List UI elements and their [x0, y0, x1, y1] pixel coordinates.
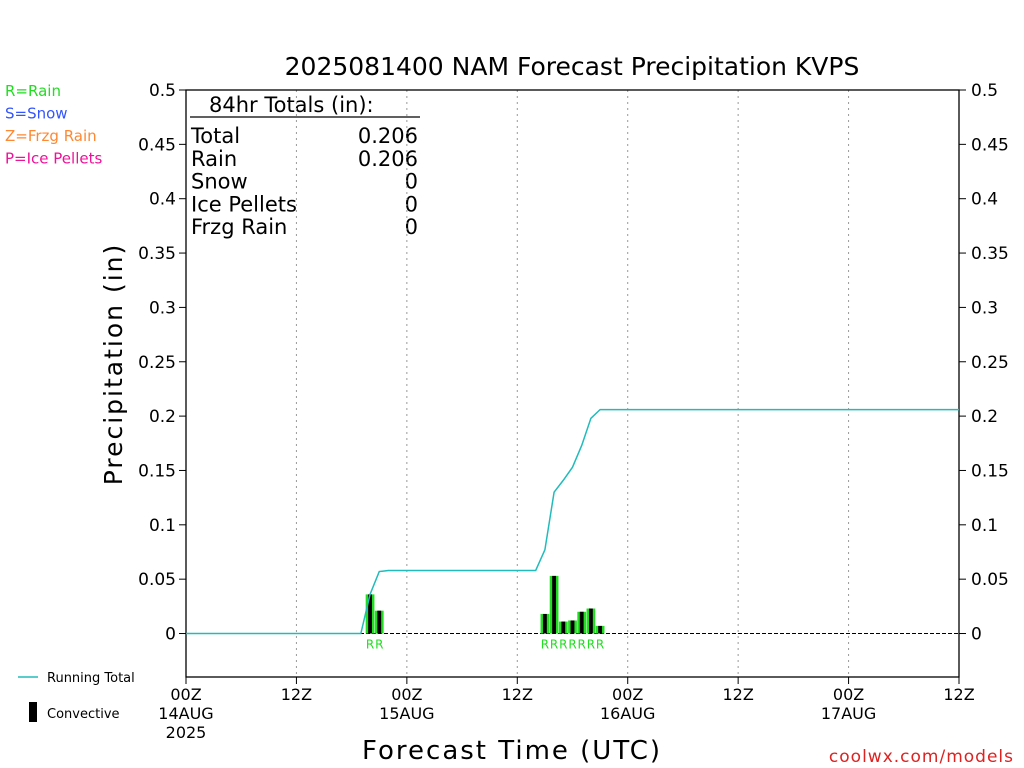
- precip-type-legend-item: Z=Frzg Rain: [5, 127, 97, 145]
- y-tick-label-left: 0.4: [149, 190, 176, 210]
- x-tick-label: 00Z: [391, 685, 422, 704]
- running-total-line: [186, 408, 959, 635]
- convective-bar: [579, 611, 584, 634]
- convective-bar: [598, 625, 603, 634]
- plot-area: 0 00.05 0.050.1 0.10.15 0.150.2 0.20.25 0.250.…: [138, 81, 1009, 742]
- chart-title: 2025081400 NAM Forecast Precipitation KV…: [285, 52, 860, 81]
- precip-type-letter: R: [587, 638, 595, 652]
- totals-row-label: Ice Pellets: [191, 192, 297, 216]
- convective-bar: [561, 621, 566, 634]
- y-axis-label: Precipitation (in): [99, 243, 128, 486]
- totals-row-label: Snow: [191, 170, 248, 194]
- totals-row-value: 0: [405, 170, 418, 194]
- precip-type-letter: R: [541, 638, 549, 652]
- convective-bar: [542, 613, 547, 634]
- y-tick-label-left: 0.2: [149, 407, 176, 427]
- x-tick-label: 00Z: [170, 685, 201, 704]
- totals-row-value: 0: [405, 215, 418, 239]
- y-tick-label-right: 0.05: [971, 570, 1009, 590]
- x-tick-label: 12Z: [502, 685, 533, 704]
- totals-row-value: 0.206: [358, 124, 418, 148]
- x-tick-date-label: 17AUG: [821, 704, 876, 723]
- y-tick-label-left: 0.15: [138, 461, 176, 481]
- convective-legend-swatch: [29, 702, 37, 722]
- totals-row-label: Total: [190, 124, 240, 148]
- convective-bar: [570, 620, 575, 634]
- y-tick-label-right: 0.4: [971, 190, 998, 210]
- x-tick-date-label: 16AUG: [600, 704, 655, 723]
- y-tick-label-right: 0.35: [971, 244, 1009, 264]
- x-tick-label: 12Z: [943, 685, 974, 704]
- y-tick-label-right: 0.25: [971, 353, 1009, 373]
- precip-type-legend-item: P=Ice Pellets: [5, 150, 102, 168]
- totals-box: 84hr Totals (in): Total 0.206 Rain 0.206 Sno…: [190, 93, 420, 239]
- x-tick-label: 12Z: [722, 685, 753, 704]
- y-tick-label-left: 0.35: [138, 244, 176, 264]
- totals-row-label: Rain: [191, 147, 237, 171]
- totals-header: 84hr Totals (in):: [209, 93, 374, 117]
- precip-type-letter: R: [578, 638, 586, 652]
- y-tick-label-right: 0.15: [971, 461, 1009, 481]
- running-total-legend-label: Running Total: [47, 671, 135, 686]
- x-tick-date-label: 15AUG: [379, 704, 434, 723]
- convective-legend-label: Convective: [47, 707, 120, 722]
- precip-type-legend-item: S=Snow: [5, 105, 68, 123]
- y-tick-label-left: 0.05: [138, 570, 176, 590]
- precip-type-legend: R=Rain S=Snow Z=Frzg Rain P=Ice Pellets: [5, 82, 102, 168]
- y-tick-label-left: 0.1: [149, 516, 176, 536]
- attribution: coolwx.com/models: [829, 747, 1014, 767]
- precip-type-letter: R: [366, 638, 374, 652]
- y-tick-label-right: 0.1: [971, 516, 998, 536]
- precip-type-letter: R: [568, 638, 576, 652]
- y-tick-label-right: 0.45: [971, 135, 1009, 155]
- totals-row-value: 0.206: [358, 147, 418, 171]
- x-tick-label: 12Z: [281, 685, 312, 704]
- x-axis-label: Forecast Time (UTC): [362, 736, 662, 766]
- x-tick-date-label: 14AUG: [158, 704, 213, 723]
- totals-row-label: Frzg Rain: [191, 215, 287, 239]
- y-tick-label-left: 0.25: [138, 353, 176, 373]
- convective-bar: [552, 575, 557, 634]
- precip-type-letter: R: [375, 638, 383, 652]
- convective-bar: [377, 610, 382, 634]
- plot-frame: [185, 89, 960, 678]
- precip-type-letter: R: [550, 638, 558, 652]
- y-tick-label-right: 0.2: [971, 407, 998, 427]
- x-tick-label: 00Z: [612, 685, 643, 704]
- x-tick-year-label: 2025: [166, 723, 207, 742]
- y-tick-label-right: 0: [971, 625, 982, 645]
- precip-type-letter: R: [596, 638, 604, 652]
- series-legend: Running Total Convective: [18, 671, 135, 722]
- y-tick-label-right: 0.5: [971, 81, 998, 101]
- convective-bar: [588, 608, 593, 634]
- y-tick-label-right: 0.3: [971, 298, 998, 318]
- y-tick-label-left: 0.3: [149, 298, 176, 318]
- y-tick-label-left: 0.45: [138, 135, 176, 155]
- y-tick-label-left: 0.5: [149, 81, 176, 101]
- totals-row-value: 0: [405, 192, 418, 216]
- precip-type-legend-item: R=Rain: [5, 82, 61, 100]
- y-tick-label-left: 0: [165, 625, 176, 645]
- precip-type-letter: R: [559, 638, 567, 652]
- convective-bar: [368, 594, 372, 634]
- x-tick-label: 00Z: [833, 685, 864, 704]
